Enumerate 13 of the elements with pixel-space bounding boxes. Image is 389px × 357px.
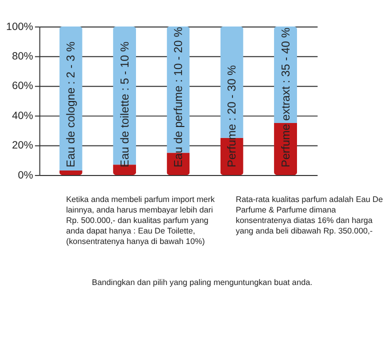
bar — [113, 164, 136, 175]
y-tick-label: 20% — [12, 140, 34, 152]
y-tick-label: 80% — [12, 50, 34, 63]
x-tick-label: Perfume extraxt : 35 - 40 % — [280, 28, 292, 168]
y-tick-label: 100% — [6, 20, 34, 33]
x-tick-label: Perfume : 20 - 30 % — [226, 65, 239, 168]
y-tick-label: 0% — [18, 169, 34, 182]
x-tick-label: Eau de toilette : 5 - 10 % — [119, 42, 132, 168]
y-tick-label: 40% — [12, 110, 34, 122]
bar — [59, 170, 82, 175]
x-tick-label: Eau de cologne : 2 - 3 % — [66, 42, 78, 168]
x-tick-label: Eau de perfume : 10 - 20 % — [173, 26, 186, 168]
y-tick-label: 60% — [12, 80, 34, 92]
